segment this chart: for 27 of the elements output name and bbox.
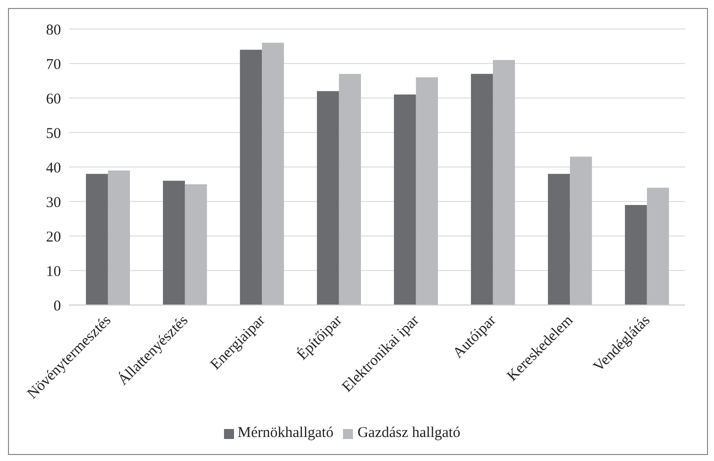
y-tick-label: 50 <box>46 126 61 142</box>
bar <box>470 74 493 305</box>
bar <box>184 184 207 305</box>
bar <box>338 74 361 305</box>
bar <box>416 77 438 305</box>
bar <box>570 156 592 305</box>
y-tick-label: 10 <box>46 264 61 280</box>
bar <box>624 204 647 305</box>
bar <box>262 42 284 305</box>
legend-label: Gazdász hallgató <box>357 425 460 441</box>
y-tick-label: 20 <box>46 229 61 246</box>
y-tick-label: 40 <box>46 160 61 176</box>
bar <box>492 60 515 305</box>
y-tick-label: 70 <box>46 56 61 73</box>
bar <box>86 174 108 305</box>
bar <box>162 180 185 305</box>
bar <box>108 170 130 305</box>
y-tick-label: 30 <box>46 194 61 211</box>
bar <box>316 91 339 305</box>
y-tick-label: 80 <box>46 22 61 38</box>
bar <box>548 174 570 305</box>
y-tick-label: 60 <box>46 91 61 108</box>
bar <box>240 50 262 305</box>
bar <box>646 188 669 305</box>
y-tick-label: 0 <box>54 298 61 314</box>
legend-label: Mérnökhallgató <box>238 425 334 441</box>
bar <box>394 94 416 305</box>
